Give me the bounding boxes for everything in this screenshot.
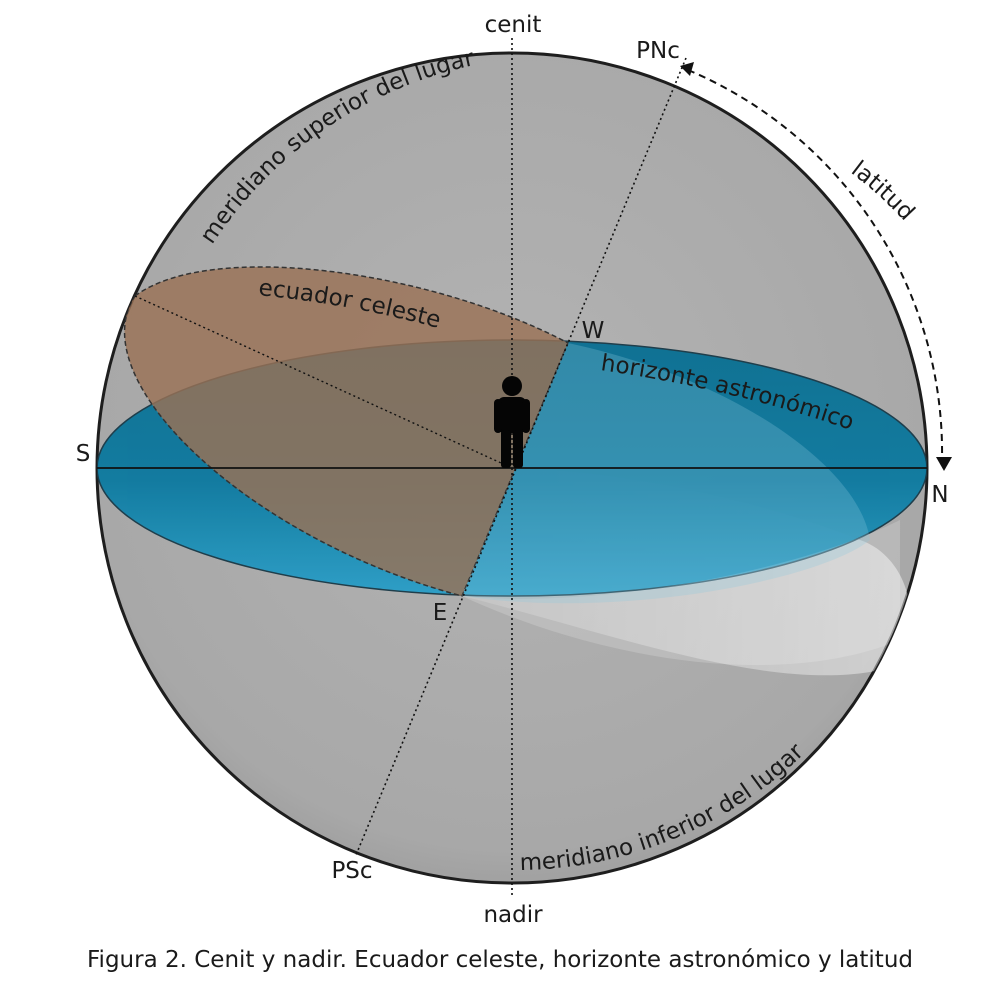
equator-diameter <box>134 295 513 469</box>
latitude-label: latitud <box>846 156 919 226</box>
latitude-arrowhead-bottom <box>936 457 952 471</box>
person-icon <box>494 376 530 468</box>
north-label: N <box>931 482 948 508</box>
latitude-arc <box>687 69 944 461</box>
zenith-label: cenit <box>485 12 542 38</box>
south-label: S <box>76 441 91 467</box>
nadir-label: nadir <box>483 902 543 928</box>
south-pole-label: PSc <box>331 858 372 884</box>
latitude-text: latitud <box>846 156 919 226</box>
equator-plane <box>123 266 569 597</box>
horizon-highlight <box>462 520 900 666</box>
north-pole-label: PNc <box>636 38 680 64</box>
equator-plane-overlap <box>462 343 870 604</box>
west-label: W <box>582 318 605 344</box>
east-label: E <box>433 600 448 626</box>
latitude-arrowhead-top <box>680 62 694 76</box>
figure-caption: Figura 2. Cenit y nadir. Ecuador celeste… <box>87 947 913 973</box>
